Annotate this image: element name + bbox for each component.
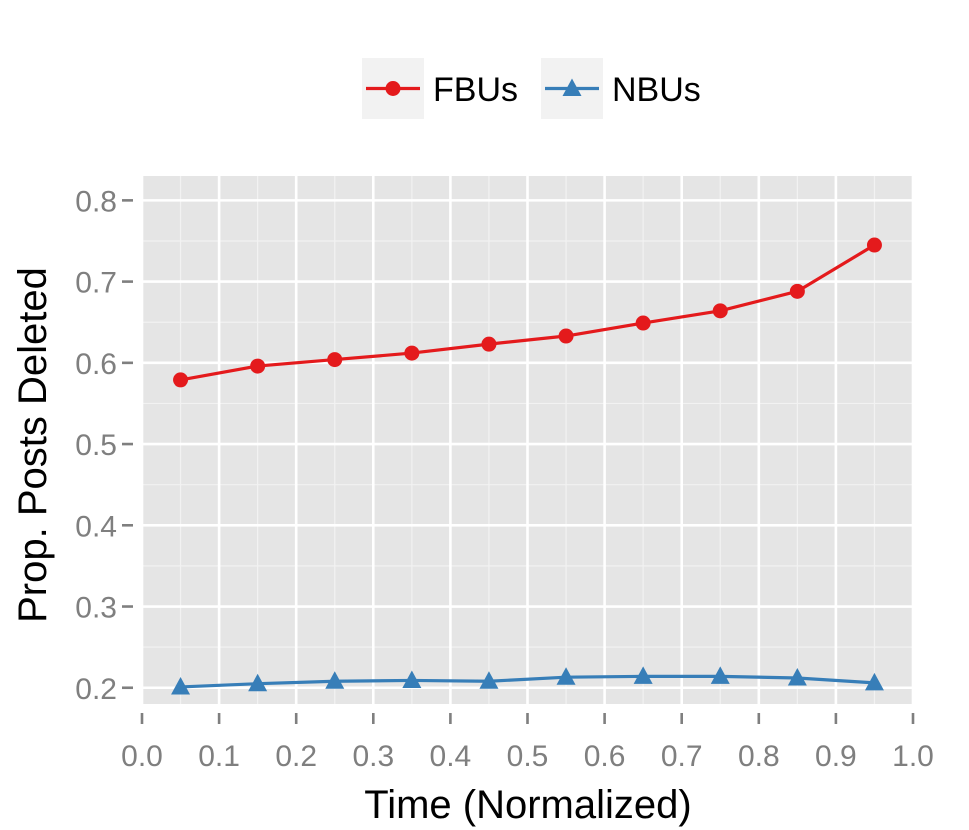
x-tick-label: 0.5 <box>507 740 549 773</box>
nbus-point <box>787 668 807 686</box>
nbus-point <box>556 667 576 685</box>
y-tick-label: 0.3 <box>75 592 117 625</box>
x-tick-label: 0.8 <box>738 740 780 773</box>
fbus-line <box>180 243 876 382</box>
gridlines <box>140 176 915 704</box>
x-axis-title: Time (Normalized) <box>364 783 691 827</box>
y-axis: 0.2 0.3 0.4 0.5 0.6 0.7 0.8 <box>75 185 133 706</box>
nbus-point <box>248 673 268 692</box>
fbus-point <box>558 328 574 344</box>
nbus-point <box>171 676 191 695</box>
y-tick-label: 0.5 <box>75 429 117 462</box>
fbus-point <box>250 358 266 374</box>
y-axis-title: Prop. Posts Deleted <box>11 267 55 623</box>
y-tick-label: 0.7 <box>75 267 117 300</box>
fbus-point <box>481 336 497 352</box>
y-tick-label: 0.8 <box>75 185 117 218</box>
x-tick-label: 0.4 <box>430 740 472 773</box>
nbus-point <box>864 672 884 691</box>
legend-label: FBUs <box>433 71 518 109</box>
x-axis: 0.0 0.1 0.2 0.3 0.4 0.5 0.6 0.7 0.8 0.9 1.0 <box>121 713 934 773</box>
series-nbus <box>171 666 884 695</box>
fbus-point <box>173 372 189 388</box>
x-tick-label: 1.0 <box>892 740 934 773</box>
nbus-point <box>479 671 499 689</box>
x-tick-label: 0.6 <box>584 740 626 773</box>
legend: FBUs NBUs <box>362 58 701 119</box>
x-tick-label: 0.1 <box>198 740 240 773</box>
x-tick-label: 0.7 <box>661 740 703 773</box>
legend-key-marker <box>385 81 401 96</box>
fbus-point <box>404 345 420 361</box>
legend-label: NBUs <box>612 71 701 109</box>
legend-key-marker <box>562 78 582 96</box>
y-tick-label: 0.2 <box>75 673 117 706</box>
nbus-point <box>633 666 653 684</box>
nbus-point <box>325 671 345 689</box>
fbus-point <box>327 352 343 368</box>
y-tick-label: 0.6 <box>75 348 117 381</box>
legend-item-fbus: FBUs <box>362 58 518 119</box>
x-tick-label: 0.9 <box>815 740 857 773</box>
x-tick-label: 0.2 <box>275 740 317 773</box>
legend-item-nbus: NBUs <box>541 58 701 119</box>
fbus-point <box>866 237 882 253</box>
nbus-line <box>180 674 875 689</box>
fbus-point <box>712 303 728 319</box>
x-tick-label: 0.3 <box>352 740 394 773</box>
nbus-point <box>402 670 422 688</box>
fbus-point <box>635 315 651 331</box>
x-tick-label: 0.0 <box>121 740 163 773</box>
nbus-point <box>710 666 730 684</box>
fbus-point <box>789 283 805 299</box>
series-layer <box>171 237 884 695</box>
series-fbus <box>173 237 882 388</box>
y-tick-label: 0.4 <box>75 510 117 543</box>
